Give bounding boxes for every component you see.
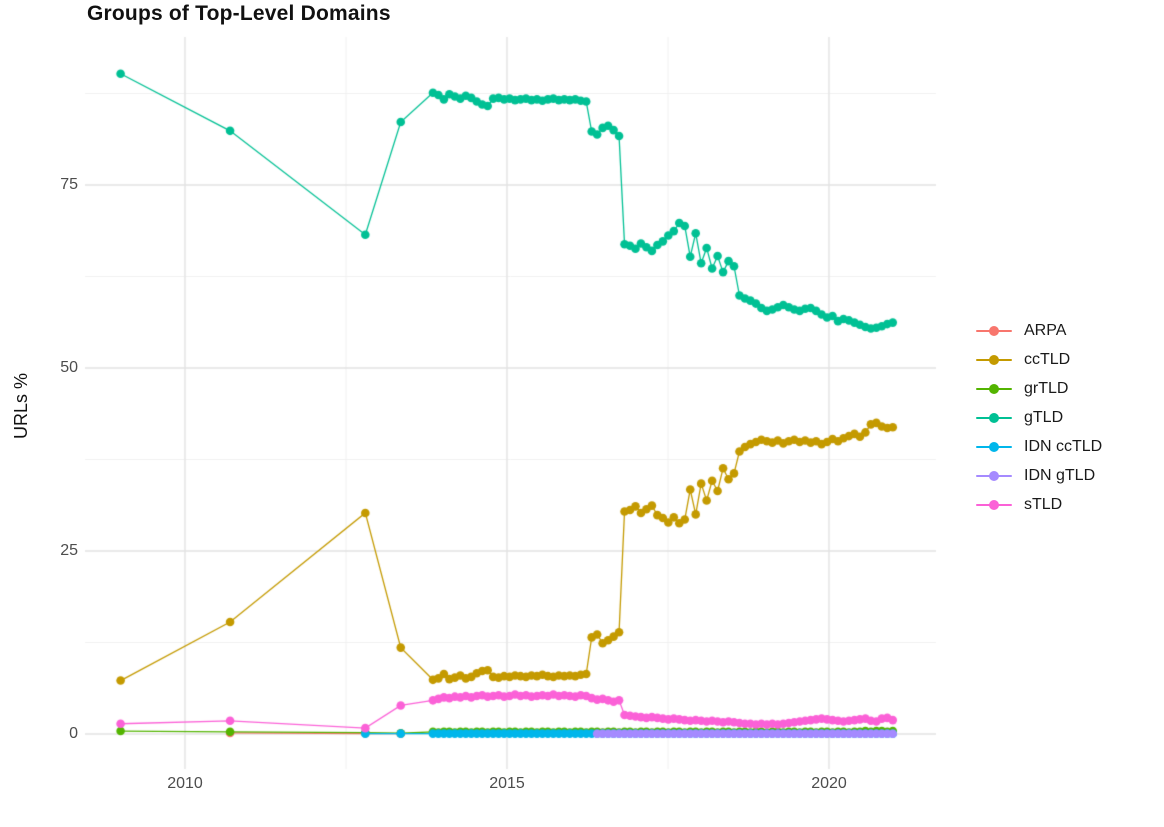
legend-dot-icon — [989, 355, 999, 365]
legend-key-icon — [976, 411, 1012, 425]
legend-label: sTLD — [1024, 496, 1063, 513]
y-tick-label: 25 — [60, 542, 78, 559]
legend-item-stld: sTLD — [976, 494, 1102, 516]
y-tick-label: 75 — [60, 176, 78, 193]
legend-item-idn-cctld: IDN ccTLD — [976, 436, 1102, 458]
legend-label: ccTLD — [1024, 351, 1071, 368]
legend-dot-icon — [989, 471, 999, 481]
legend-item-cctld: ccTLD — [976, 349, 1102, 371]
legend-key-icon — [976, 440, 1012, 454]
legend-item-idn-gtld: IDN gTLD — [976, 465, 1102, 487]
legend-key-icon — [976, 498, 1012, 512]
legend-label: ARPA — [1024, 322, 1067, 339]
x-tick-label: 2010 — [167, 775, 203, 792]
legend-dot-icon — [989, 413, 999, 423]
legend-dot-icon — [989, 500, 999, 510]
x-tick-label: 2015 — [489, 775, 525, 792]
legend-dot-icon — [989, 326, 999, 336]
legend-label: grTLD — [1024, 380, 1069, 397]
legend-label: IDN ccTLD — [1024, 438, 1103, 455]
legend-key-icon — [976, 324, 1012, 338]
legend-label: gTLD — [1024, 409, 1064, 426]
y-tick-label: 50 — [60, 359, 78, 376]
chart-title: Groups of Top-Level Domains — [87, 2, 391, 25]
legend-key-icon — [976, 469, 1012, 483]
x-tick-label: 2020 — [811, 775, 847, 792]
legend-item-arpa: ARPA — [976, 320, 1102, 342]
legend-dot-icon — [989, 384, 999, 394]
legend-key-icon — [976, 353, 1012, 367]
legend-item-grtld: grTLD — [976, 378, 1102, 400]
legend-item-gtld: gTLD — [976, 407, 1102, 429]
legend: ARPA ccTLD grTLD gTLD IDN ccTLD IDN gTLD… — [976, 320, 1102, 516]
legend-key-icon — [976, 382, 1012, 396]
legend-label: IDN gTLD — [1024, 467, 1096, 484]
legend-dot-icon — [989, 442, 999, 452]
y-tick-label: 0 — [69, 725, 78, 742]
y-axis-title: URLs % — [11, 373, 31, 440]
